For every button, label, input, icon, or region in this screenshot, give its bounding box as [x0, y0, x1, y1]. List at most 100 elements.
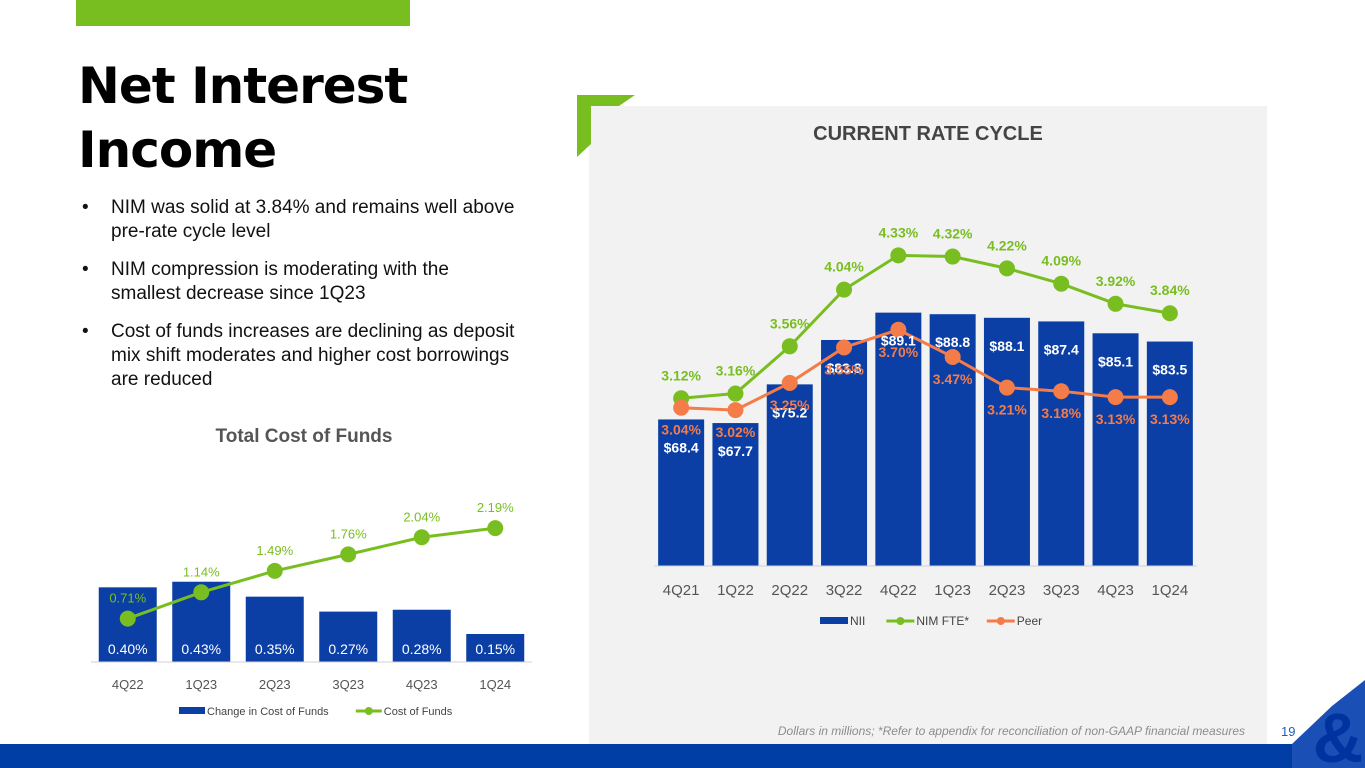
bar-data-label: 0.28%	[402, 641, 442, 657]
bar-4q22	[875, 312, 922, 566]
line-data-label: 3.25%	[770, 397, 810, 413]
bar-2q22	[766, 384, 813, 566]
bullet-list: NIM was solid at 3.84% and remains well …	[80, 196, 520, 406]
data-point	[890, 321, 907, 338]
data-point	[413, 529, 430, 546]
x-tick-label: 1Q22	[717, 582, 754, 599]
top-accent-bar	[76, 0, 410, 26]
bullet-item: NIM compression is moderating with the s…	[80, 258, 520, 306]
bar-data-label: $83.5	[1152, 362, 1187, 378]
x-tick-label: 4Q22	[880, 582, 917, 599]
bar-3q22	[821, 339, 868, 566]
bullet-item: NIM was solid at 3.84% and remains well …	[80, 196, 520, 244]
footnote: Dollars in millions; *Refer to appendix …	[777, 724, 1245, 738]
x-tick-label: 4Q23	[1097, 582, 1134, 599]
legend-label: Change in Cost of Funds	[207, 706, 329, 718]
data-point	[487, 520, 504, 537]
bar-data-label: 0.40%	[108, 641, 148, 657]
line-data-label: 3.70%	[878, 344, 918, 360]
x-tick-label: 3Q23	[332, 677, 364, 692]
bar-data-label: $87.4	[1044, 341, 1079, 357]
line-data-label: 3.84%	[1150, 282, 1190, 298]
data-point	[944, 248, 961, 265]
x-tick-label: 1Q24	[479, 677, 511, 692]
line-data-label: 3.56%	[770, 315, 810, 331]
series-line-nim-fte-	[681, 253, 1171, 400]
legend-marker	[996, 617, 1005, 625]
line-data-label: 2.04%	[403, 509, 440, 524]
data-point	[781, 374, 798, 391]
bar-data-label: 0.15%	[475, 641, 515, 657]
data-point	[727, 385, 744, 402]
x-tick-label: 4Q21	[663, 582, 700, 599]
bar-data-label: $68.4	[664, 439, 699, 455]
x-tick-label: 1Q24	[1151, 582, 1188, 599]
line-data-label: 3.92%	[1096, 273, 1136, 289]
bar-3q23	[319, 611, 378, 662]
line-data-label: 2.19%	[477, 500, 514, 515]
data-point	[673, 399, 690, 416]
bar-4q23	[1092, 333, 1139, 566]
bar-data-label: $88.8	[935, 334, 970, 350]
data-point	[1161, 389, 1178, 406]
line-data-label: 3.18%	[1041, 405, 1081, 421]
data-point	[1107, 389, 1124, 406]
line-data-label: 3.16%	[716, 363, 756, 379]
line-data-label: 3.04%	[661, 422, 701, 438]
cost-of-funds-chart: Total Cost of Funds 4Q22 1Q23 2Q23 3Q23 4Q23…	[91, 426, 532, 718]
line-data-label: 3.21%	[987, 402, 1027, 418]
line-data-label: 3.47%	[933, 371, 973, 387]
line-data-label: 1.14%	[183, 564, 220, 579]
line-data-label: 0.71%	[109, 591, 146, 606]
data-point	[1161, 305, 1178, 322]
x-tick-label: 4Q23	[406, 677, 438, 692]
bar-2q23	[245, 596, 304, 662]
legend-marker	[364, 707, 373, 715]
legend-swatch	[820, 617, 848, 624]
legend-swatch	[179, 707, 205, 714]
data-point	[944, 348, 961, 365]
data-point	[998, 260, 1015, 277]
bar-data-label: $75.2	[772, 404, 807, 420]
line-data-label: 3.02%	[716, 424, 756, 440]
bar-data-label: $89.1	[881, 333, 916, 349]
bar-3q23	[1038, 321, 1085, 566]
rate-cycle-chart: CURRENT RATE CYCLE 4Q21 1Q22 2Q22 3Q22 4Q22 1…	[654, 123, 1197, 628]
chart-title: Total Cost of Funds	[216, 426, 393, 447]
bar-data-label: $85.1	[1098, 353, 1133, 369]
data-point	[193, 584, 210, 601]
corner-bracket-icon	[577, 95, 635, 157]
legend-label: NII	[850, 614, 865, 628]
line-data-label: 1.76%	[330, 526, 367, 541]
bar-data-label: 0.43%	[181, 641, 221, 657]
series-line-cost-of-funds	[127, 526, 496, 621]
bar-4q21	[658, 419, 705, 566]
bar-4q23	[392, 609, 451, 662]
data-point	[836, 281, 853, 298]
bar-data-label: $88.1	[989, 338, 1024, 354]
bar-data-label: $67.7	[718, 443, 753, 459]
page-number: 19	[1281, 724, 1296, 739]
data-point	[266, 562, 283, 579]
legend-label: Cost of Funds	[384, 706, 453, 718]
x-tick-label: 3Q22	[826, 582, 863, 599]
data-point	[998, 379, 1015, 396]
bar-1q22	[712, 423, 759, 566]
x-tick-label: 1Q23	[934, 582, 971, 599]
line-data-label: 4.09%	[1041, 253, 1081, 269]
bar-data-label: $83.8	[827, 360, 862, 376]
bar-2q23	[983, 317, 1030, 566]
data-point	[119, 610, 136, 627]
data-point	[1053, 275, 1070, 292]
line-data-label: 4.22%	[987, 237, 1027, 253]
legend-marker	[896, 617, 905, 625]
data-point	[836, 339, 853, 356]
series-line-peer	[681, 328, 1170, 412]
data-point	[890, 247, 907, 264]
x-tick-label: 4Q22	[112, 677, 144, 692]
line-data-label: 3.12%	[661, 367, 701, 383]
data-point	[1107, 295, 1124, 312]
footer-band	[0, 744, 1365, 768]
line-data-label: 3.13%	[1096, 411, 1136, 427]
line-data-label: 4.32%	[933, 226, 973, 242]
